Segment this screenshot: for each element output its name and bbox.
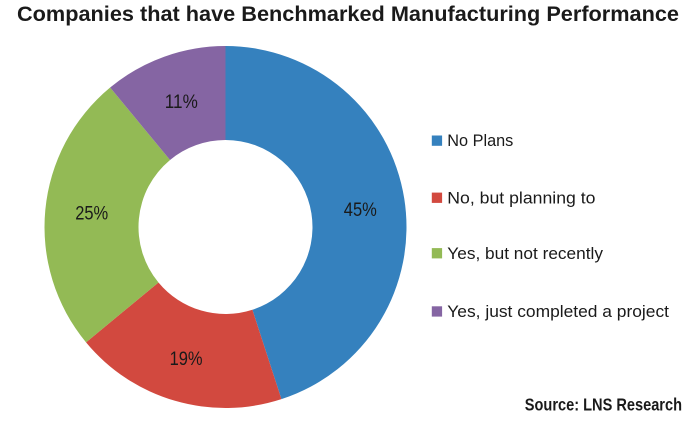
svg-text:19%: 19% — [170, 348, 203, 370]
svg-text:No Plans: No Plans — [447, 132, 513, 150]
svg-text:No, but planning to: No, but planning to — [447, 189, 595, 207]
svg-text:25%: 25% — [75, 202, 108, 224]
svg-text:Yes, just completed a project: Yes, just completed a project — [447, 303, 669, 321]
svg-text:Yes, but not recently: Yes, but not recently — [447, 245, 603, 263]
svg-text:Source: LNS Research: Source: LNS Research — [525, 395, 682, 415]
svg-text:45%: 45% — [344, 199, 377, 221]
svg-text:11%: 11% — [165, 91, 198, 113]
svg-text:Companies that have Benchmarke: Companies that have Benchmarked Manufact… — [17, 2, 679, 26]
